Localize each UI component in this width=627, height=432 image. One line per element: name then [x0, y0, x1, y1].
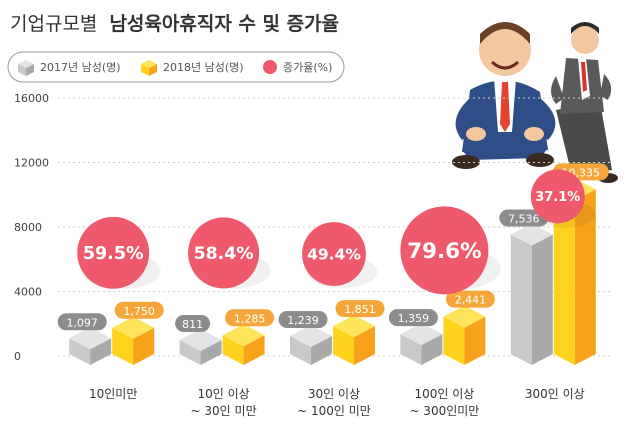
data-label-2017: 811	[182, 318, 203, 331]
bar-2018	[222, 324, 265, 365]
legend: 2017년 남성(명) 2018년 남성(명) 증가율(%)	[7, 51, 345, 83]
category-label: 300인 이상	[525, 387, 585, 401]
bar-face-right	[531, 234, 553, 365]
category-label: 100인 이상	[414, 387, 474, 401]
rate-label: 49.4%	[307, 246, 361, 264]
bar-face-left	[112, 327, 134, 365]
y-tick-label: 12000	[14, 157, 49, 170]
rate-bubble	[188, 217, 260, 289]
data-label-2017-pill	[175, 315, 211, 332]
bars-layer	[69, 178, 596, 365]
bar-face-top	[69, 327, 112, 350]
data-label-2018-pill	[335, 300, 385, 318]
category-label: ~ 300인미만	[409, 404, 479, 418]
bar-face-top	[179, 329, 222, 351]
category-label: ~ 30인 미만	[191, 404, 257, 418]
bar-2017	[510, 223, 553, 365]
y-tick-label: 16000	[14, 92, 49, 105]
bar-face-top	[290, 325, 332, 348]
bar-face-left	[222, 335, 244, 365]
data-label-2017: 7,536	[508, 212, 540, 225]
chart-title-bold: 남성육아휴직자 수 및 증가율	[109, 13, 339, 35]
bar-2017	[69, 327, 112, 365]
legend-swatch-2017	[18, 60, 34, 76]
bar-face-left	[290, 336, 311, 365]
data-label-2017: 1,359	[398, 312, 430, 325]
bar-face-top	[112, 316, 155, 339]
data-label-2017-pill	[499, 209, 549, 227]
bar-face-left	[69, 338, 91, 365]
data-label-2018-pill	[114, 301, 164, 319]
rate-bubble	[77, 216, 150, 289]
bar-face-left	[443, 316, 465, 365]
data-label-2017-pill	[278, 311, 328, 329]
businessmen-illustration	[452, 22, 618, 183]
bar-face-right	[354, 326, 375, 365]
data-label-2018-pill	[225, 309, 275, 327]
data-label-2018-pill	[445, 290, 495, 308]
bar-face-right	[133, 327, 155, 365]
bar-face-left	[553, 189, 575, 365]
bar-2017	[179, 329, 222, 365]
legend-swatch-2018	[141, 60, 157, 76]
bar-2018	[333, 315, 375, 365]
rate-label: 58.4%	[194, 244, 254, 264]
bar-face-right	[243, 335, 265, 365]
rate-bubbles-layer: 59.5% 58.4% 49.4% 79.6% 37.1%	[77, 169, 596, 295]
category-labels-layer: 10인미만 10인 이상 ~ 30인 미만 30인 이상 ~ 100인 미만 100인 이…	[89, 387, 585, 418]
bar-face-top	[400, 323, 443, 346]
bar-face-right	[574, 189, 596, 365]
bar-face-right	[200, 340, 222, 365]
legend-label-2017: 2017년 남성(명)	[40, 61, 121, 74]
bar-2017	[400, 323, 443, 365]
data-label-2017-pill	[57, 313, 107, 331]
legend-swatch-rate	[263, 60, 277, 74]
data-label-2018: 2,441	[455, 294, 487, 307]
data-label-2017-pill	[388, 309, 438, 327]
bar-face-right	[421, 334, 443, 365]
category-label: 10인미만	[89, 387, 137, 401]
data-label-2018: 1,851	[344, 303, 376, 316]
bar-face-left	[400, 334, 422, 365]
legend-label-2018: 2018년 남성(명)	[163, 61, 244, 74]
bar-face-right	[90, 338, 112, 365]
category-label: ~ 100인 미만	[297, 404, 371, 418]
legend-frame	[7, 51, 345, 83]
bar-2017	[290, 325, 332, 365]
bar-face-right	[464, 316, 486, 365]
rate-label: 37.1%	[535, 190, 580, 205]
bar-face-top	[443, 305, 486, 328]
chart-title: 기업규모별 남성육아휴직자 수 및 증가율	[10, 13, 339, 35]
y-tick-label: 0	[14, 350, 21, 363]
rate-bubble	[302, 222, 366, 286]
data-label-2017: 1,097	[66, 316, 98, 329]
y-tick-label: 8000	[14, 221, 42, 234]
chart-title-light: 기업규모별	[10, 13, 97, 35]
bar-face-top	[510, 223, 553, 246]
rate-bubble	[530, 169, 585, 224]
data-label-2018: 1,750	[123, 305, 155, 318]
rate-label: 79.6%	[407, 239, 482, 264]
data-label-2017: 1,239	[287, 314, 319, 327]
businessman-front	[452, 22, 556, 169]
y-tick-label: 4000	[14, 286, 42, 299]
bar-2018	[112, 316, 155, 365]
bar-face-left	[510, 234, 532, 365]
category-label: 30인 이상	[308, 387, 360, 401]
rate-label: 59.5%	[83, 244, 144, 264]
businessman-back	[550, 22, 618, 183]
bar-face-right	[311, 336, 332, 365]
bar-2018	[443, 305, 486, 365]
bar-face-left	[179, 340, 201, 365]
rate-bubble	[400, 206, 489, 295]
bar-face-top	[333, 315, 375, 338]
category-label: 10인 이상	[197, 387, 249, 401]
bar-face-top	[222, 324, 265, 347]
legend-label-rate: 증가율(%)	[283, 61, 332, 74]
bar-face-left	[333, 326, 354, 365]
data-label-2018: 1,285	[234, 312, 266, 325]
